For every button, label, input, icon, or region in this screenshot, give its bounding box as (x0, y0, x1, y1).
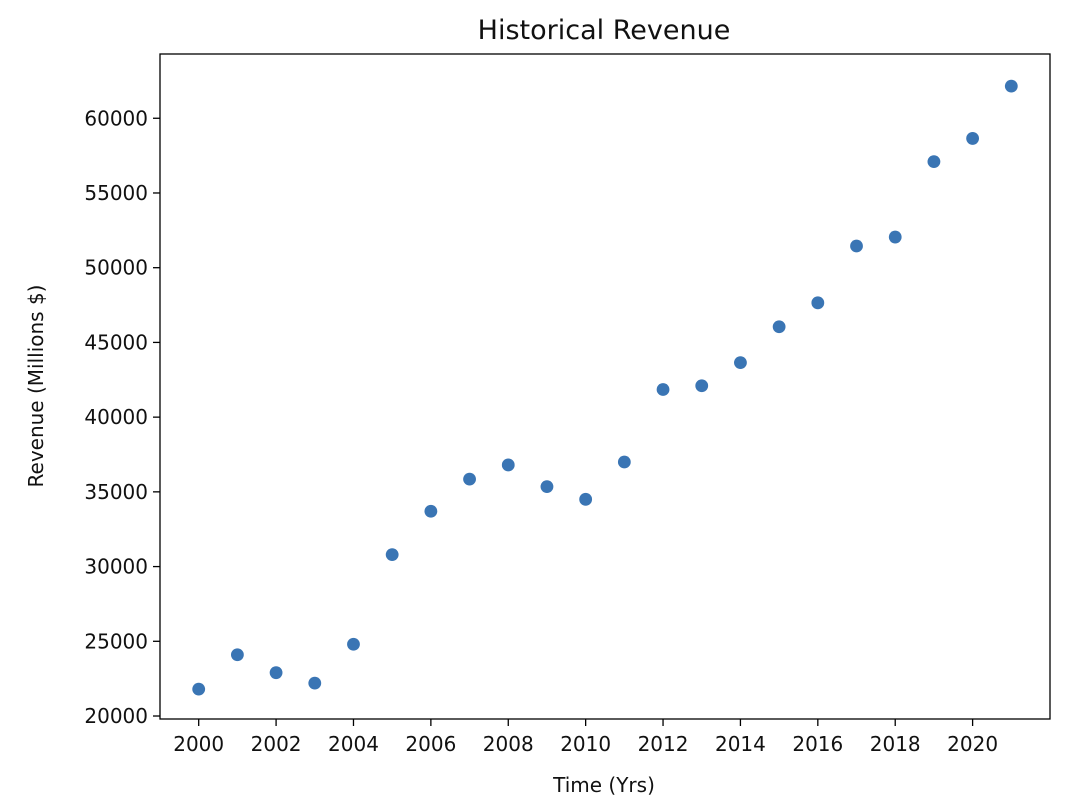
data-point (540, 480, 554, 494)
data-points (192, 79, 1018, 696)
data-point (308, 676, 322, 690)
data-point (966, 132, 980, 145)
data-point (463, 472, 476, 486)
y-tick-label: 25000 (84, 629, 148, 653)
data-point (1004, 79, 1018, 93)
x-axis-ticks: 2000 2002 2004 2006 2008 2010 2012 2014 2016 2018… (173, 719, 998, 756)
data-point (269, 666, 283, 680)
y-tick-label: 20000 (84, 704, 148, 728)
y-tick-label: 50000 (84, 256, 148, 280)
y-tick-label: 40000 (84, 405, 148, 429)
data-point (811, 296, 825, 310)
x-tick-label: 2020 (947, 732, 998, 756)
data-point (230, 648, 244, 662)
data-point (656, 383, 670, 396)
y-tick-label: 35000 (84, 480, 148, 504)
y-axis-ticks: 20000 25000 30000 35000 40000 45000 50000 55000… (84, 106, 160, 728)
data-point (772, 320, 786, 334)
y-tick-label: 30000 (84, 555, 148, 579)
x-axis-label: Time (Yrs) (552, 773, 655, 797)
plot-area-frame (159, 53, 1051, 720)
data-point (927, 155, 941, 168)
data-point (850, 239, 863, 253)
x-tick-label: 2006 (405, 732, 456, 756)
x-tick-label: 2008 (483, 732, 534, 756)
chart-title: Historical Revenue (478, 15, 731, 46)
y-axis-label: Revenue (Millions $) (24, 285, 48, 488)
data-point (579, 492, 593, 506)
data-point (617, 455, 631, 469)
x-tick-label: 2004 (328, 732, 379, 756)
data-point (424, 504, 438, 518)
x-tick-label: 2016 (792, 732, 843, 756)
data-point (888, 230, 902, 244)
data-point (192, 682, 206, 696)
x-tick-label: 2002 (251, 732, 302, 756)
y-tick-label: 55000 (84, 181, 148, 205)
x-tick-label: 2000 (173, 732, 224, 756)
data-point (734, 356, 747, 369)
data-point (385, 548, 399, 562)
data-point (695, 379, 709, 393)
x-tick-label: 2014 (715, 732, 766, 756)
x-tick-label: 2010 (560, 732, 611, 756)
y-tick-label: 45000 (84, 330, 148, 354)
data-point (501, 458, 515, 472)
x-tick-label: 2018 (870, 732, 921, 756)
x-tick-label: 2012 (638, 732, 689, 756)
y-axis-label-group: Revenue (Millions $) (24, 285, 48, 488)
data-point (347, 637, 360, 651)
y-tick-label: 60000 (84, 106, 148, 130)
